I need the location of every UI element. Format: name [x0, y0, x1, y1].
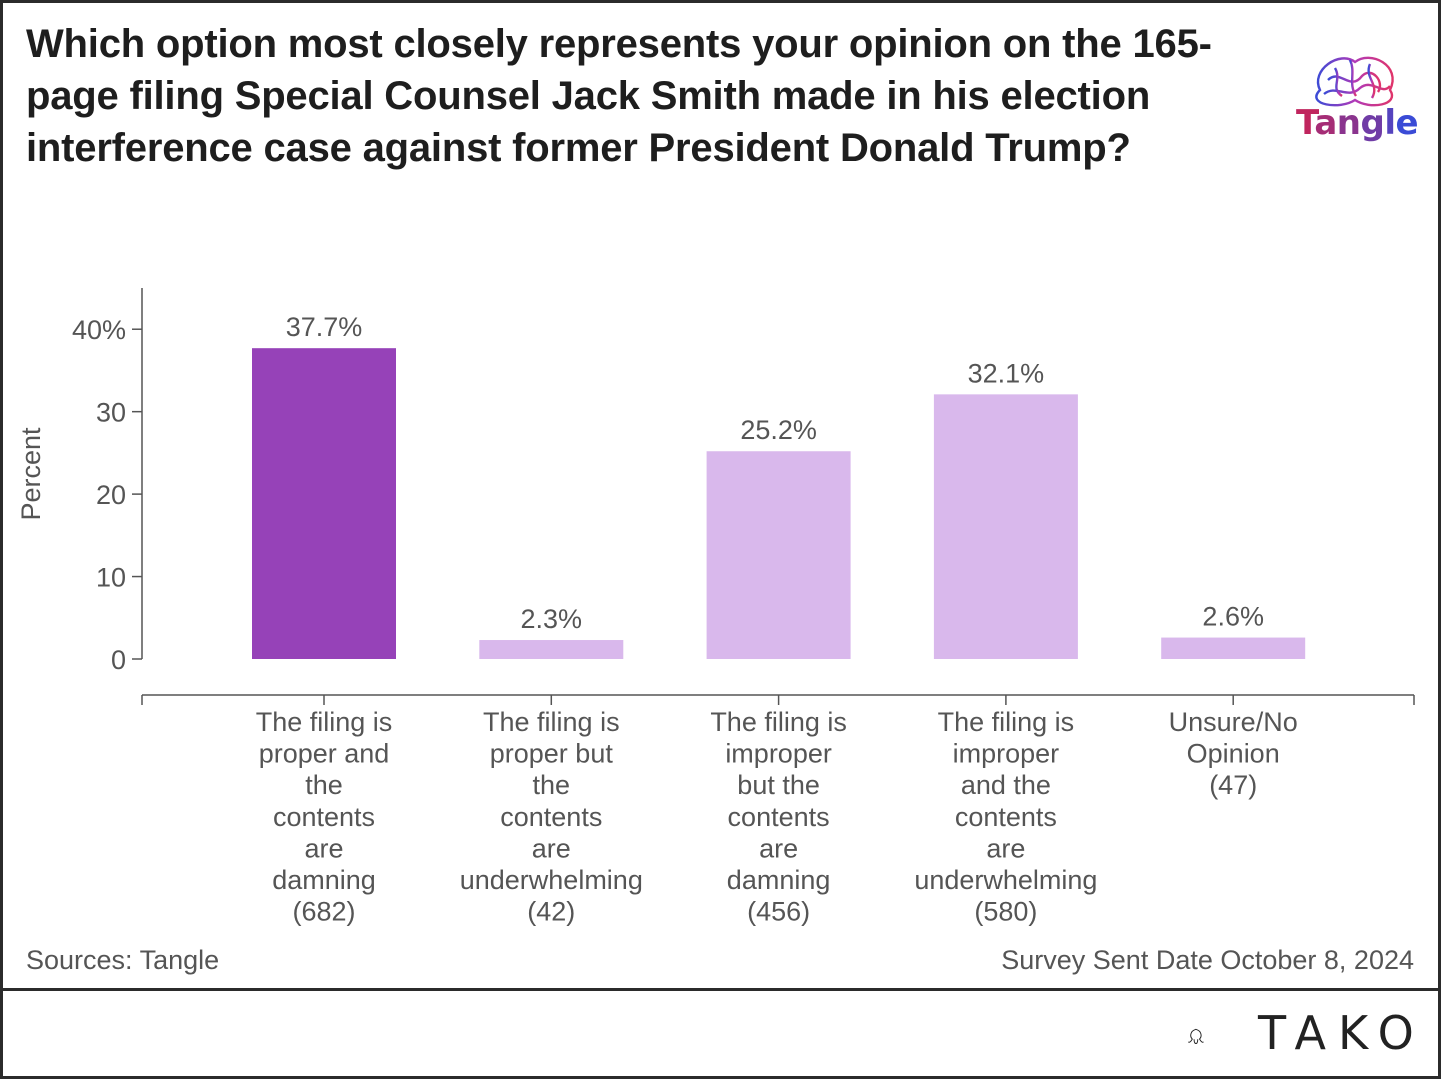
bar — [933, 394, 1078, 659]
y-tick-label: 0 — [111, 645, 126, 675]
footer-divider — [0, 988, 1441, 991]
bar — [479, 640, 624, 659]
tangle-logo-text: Tangle — [1296, 103, 1419, 143]
y-tick-label: 30 — [96, 398, 126, 428]
bar — [1161, 637, 1306, 659]
bar-value-label: 2.6% — [1202, 602, 1264, 632]
brain-logo-icon — [1315, 56, 1394, 107]
x-tick-label: Unsure/No Opinion (47) — [1169, 707, 1298, 800]
x-tick-label: The filing is proper but the contents are und… — [460, 707, 643, 927]
x-tick-label: The filing is proper and the contents are dam… — [256, 707, 393, 927]
survey-date: Survey Sent Date October 8, 2024 — [1001, 945, 1414, 975]
bar-value-label: 25.2% — [740, 415, 817, 445]
bar-chart: 0 10 20 30 40% Percent 37.7% 2.3% 25.2% 32.1% 2.6… — [16, 288, 1415, 927]
bar-value-label: 32.1% — [968, 358, 1045, 388]
source-note: Sources: Tangle — [26, 945, 220, 975]
y-tick-label: 10 — [96, 563, 126, 593]
y-tick-label: 20 — [96, 480, 126, 510]
bar — [706, 451, 851, 659]
x-tick-label: The filing is improper and the contents are u… — [914, 707, 1097, 927]
x-tick-label: The filing is improper but the contents are d… — [710, 707, 847, 927]
tako-octopus-icon — [1188, 1028, 1204, 1044]
bar-value-label: 37.7% — [286, 312, 363, 342]
bar-value-label: 2.3% — [521, 604, 583, 634]
bar — [252, 348, 396, 659]
tako-brand-text: TAKO — [1258, 1006, 1426, 1060]
y-axis-label: Percent — [16, 427, 46, 521]
y-tick-label: 40% — [72, 315, 126, 345]
chart-title: Which option most closely represents you… — [26, 22, 1212, 170]
